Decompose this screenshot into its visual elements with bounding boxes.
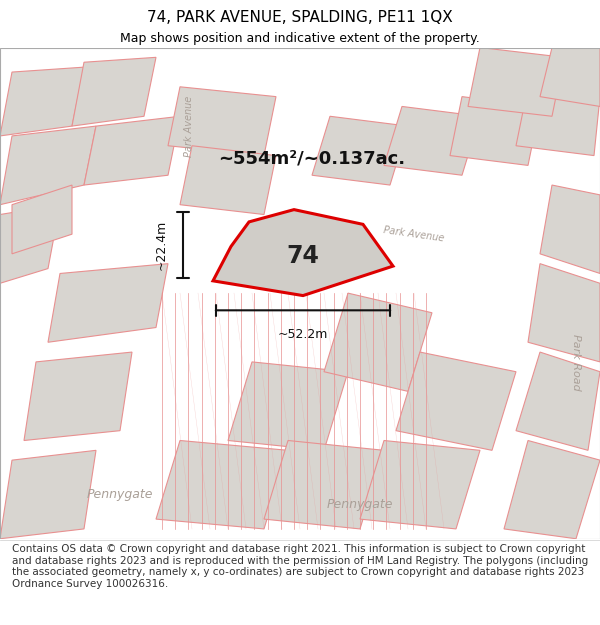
Polygon shape [312,116,408,185]
Polygon shape [516,352,600,451]
Polygon shape [468,48,564,116]
Polygon shape [540,48,600,106]
Text: 74: 74 [287,244,319,268]
Text: Park Road: Park Road [571,334,581,390]
Polygon shape [84,116,180,185]
Polygon shape [24,352,132,441]
Polygon shape [168,87,276,156]
Text: Park Avenue: Park Avenue [383,225,445,243]
Text: Pennygate: Pennygate [327,498,393,511]
Polygon shape [264,441,384,529]
Polygon shape [213,209,393,296]
Polygon shape [516,87,600,156]
Polygon shape [396,352,516,451]
Polygon shape [48,264,168,342]
Polygon shape [528,264,600,362]
Polygon shape [324,293,432,391]
Polygon shape [228,362,348,451]
Polygon shape [360,441,480,529]
Polygon shape [0,451,96,539]
Text: Park Avenue: Park Avenue [184,96,194,157]
Text: ~554m²/~0.137ac.: ~554m²/~0.137ac. [218,149,406,167]
Text: ~22.4m: ~22.4m [155,220,168,271]
Polygon shape [156,441,288,529]
Polygon shape [384,106,480,175]
Polygon shape [180,146,276,214]
Polygon shape [504,441,600,539]
Text: 74, PARK AVENUE, SPALDING, PE11 1QX: 74, PARK AVENUE, SPALDING, PE11 1QX [147,9,453,24]
Polygon shape [450,97,540,166]
Polygon shape [0,205,60,283]
Polygon shape [12,185,72,254]
Text: Pennygate: Pennygate [87,488,153,501]
Polygon shape [0,126,96,205]
Polygon shape [0,67,84,136]
Text: Map shows position and indicative extent of the property.: Map shows position and indicative extent… [120,32,480,45]
Polygon shape [540,185,600,274]
Text: Contains OS data © Crown copyright and database right 2021. This information is : Contains OS data © Crown copyright and d… [12,544,588,589]
Polygon shape [72,58,156,126]
Text: ~52.2m: ~52.2m [278,328,328,341]
